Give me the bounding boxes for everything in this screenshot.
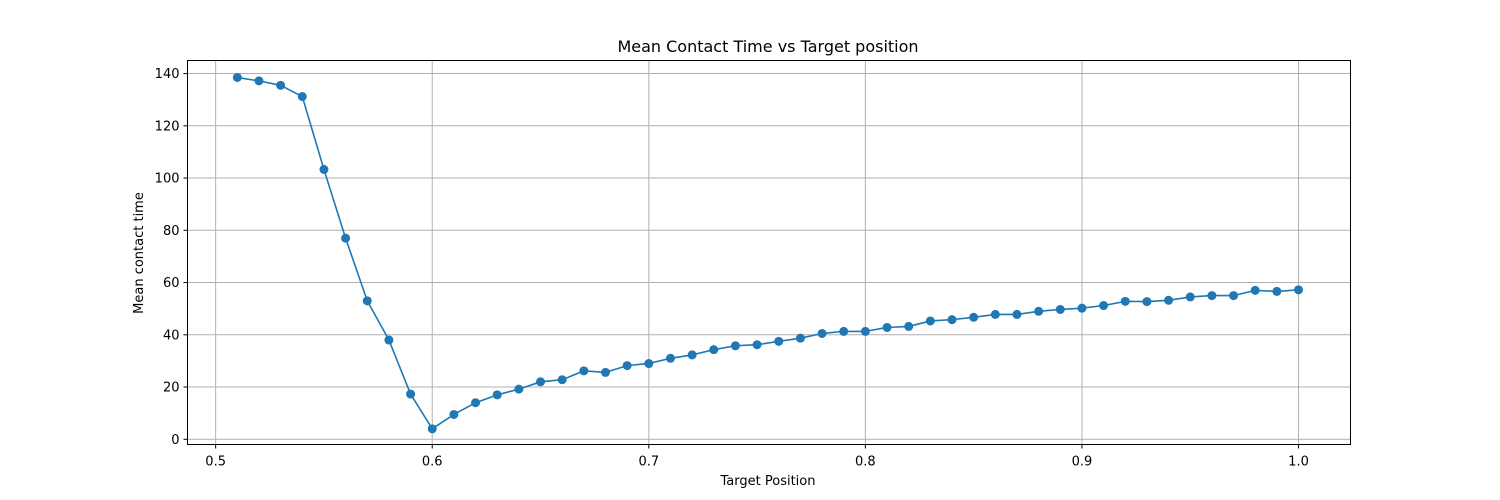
data-point bbox=[254, 76, 264, 86]
y-tick-label: 100 bbox=[155, 172, 180, 187]
data-point bbox=[1012, 309, 1022, 319]
x-tick-label: 0.7 bbox=[638, 455, 659, 470]
y-tick-label: 80 bbox=[163, 224, 180, 239]
x-tick-label: 0.8 bbox=[855, 455, 876, 470]
data-point bbox=[730, 341, 740, 351]
data-point bbox=[1185, 292, 1195, 302]
y-tick-label: 20 bbox=[163, 381, 180, 396]
data-point bbox=[795, 333, 805, 343]
data-point bbox=[492, 390, 502, 400]
data-point bbox=[449, 409, 459, 419]
data-point bbox=[947, 315, 957, 325]
data-point bbox=[687, 350, 697, 360]
series-mean-contact-time bbox=[232, 72, 1304, 434]
x-tick-label: 0.6 bbox=[422, 455, 443, 470]
data-point bbox=[579, 366, 589, 376]
series-line bbox=[237, 76, 1299, 430]
y-tick-label: 60 bbox=[163, 276, 180, 291]
data-point bbox=[384, 335, 394, 345]
data-point bbox=[622, 361, 632, 371]
y-tick-label: 40 bbox=[163, 328, 180, 343]
data-point bbox=[319, 164, 329, 174]
x-axis: 0.5 0.6 0.7 0.8 0.9 1.0 bbox=[205, 444, 1309, 470]
data-point bbox=[882, 322, 892, 332]
data-point bbox=[774, 336, 784, 346]
x-tick-label: 0.9 bbox=[1072, 455, 1093, 470]
data-point bbox=[709, 345, 719, 355]
data-point bbox=[1207, 291, 1217, 301]
plot-frame bbox=[187, 60, 1351, 445]
x-tick-label: 0.5 bbox=[205, 455, 226, 470]
y-tick-label: 120 bbox=[155, 119, 180, 134]
y-axis-label: Mean contact time bbox=[132, 192, 147, 314]
data-point bbox=[1164, 295, 1174, 305]
data-point bbox=[752, 340, 762, 350]
data-point bbox=[514, 384, 524, 394]
grid bbox=[187, 60, 1351, 445]
data-point bbox=[904, 321, 914, 331]
chart-title: Mean Contact Time vs Target position bbox=[617, 37, 918, 56]
data-point bbox=[1142, 297, 1152, 307]
data-point bbox=[990, 309, 1000, 319]
data-point bbox=[839, 326, 849, 336]
data-point bbox=[1034, 306, 1044, 316]
data-point bbox=[276, 80, 286, 90]
data-point bbox=[427, 424, 437, 434]
data-point bbox=[406, 389, 416, 399]
data-point bbox=[1099, 301, 1109, 311]
data-point bbox=[817, 328, 827, 338]
data-point bbox=[471, 398, 481, 408]
data-point bbox=[1250, 285, 1260, 295]
data-point bbox=[969, 312, 979, 322]
x-axis-label: Target Position bbox=[720, 474, 816, 489]
data-point bbox=[1229, 291, 1239, 301]
data-point bbox=[557, 375, 567, 385]
y-tick-label: 0 bbox=[171, 433, 179, 448]
data-point bbox=[665, 353, 675, 363]
data-point bbox=[1272, 286, 1282, 296]
data-point bbox=[644, 359, 654, 369]
data-point bbox=[600, 367, 610, 377]
x-tick-label: 1.0 bbox=[1288, 455, 1309, 470]
data-point bbox=[341, 233, 351, 243]
data-point bbox=[1294, 285, 1304, 295]
data-point bbox=[362, 296, 372, 306]
data-point bbox=[1120, 296, 1130, 306]
data-point bbox=[860, 326, 870, 336]
y-tick-label: 140 bbox=[155, 67, 180, 82]
data-point bbox=[925, 316, 935, 326]
data-point bbox=[1077, 303, 1087, 313]
data-point bbox=[1055, 304, 1065, 314]
data-point bbox=[297, 92, 307, 102]
data-point bbox=[232, 72, 242, 82]
data-point bbox=[536, 377, 546, 387]
y-axis: 0 20 40 60 80 100 120 140 bbox=[155, 67, 188, 448]
